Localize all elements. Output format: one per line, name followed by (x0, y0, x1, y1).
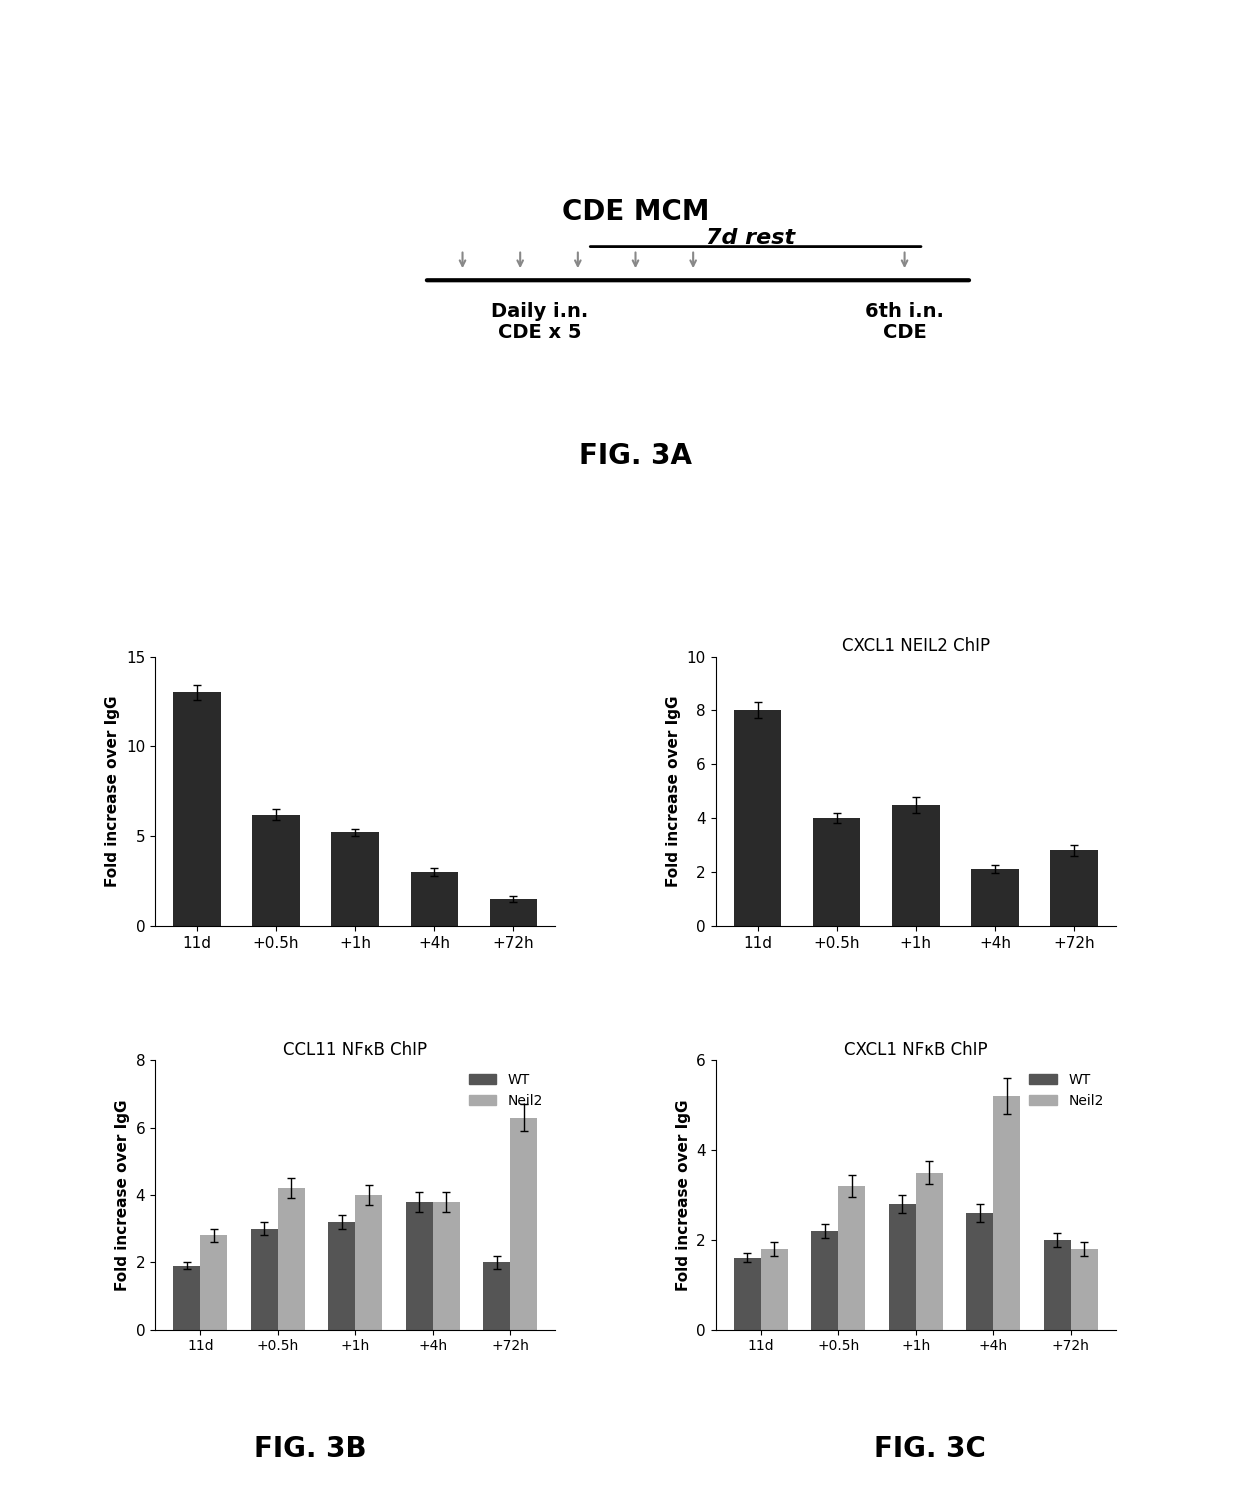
Bar (993, 1097, 1021, 1330)
Bar (510, 1118, 537, 1330)
Text: FIG. 3C: FIG. 3C (874, 1434, 986, 1463)
Y-axis label: Fold increase over IgG: Fold increase over IgG (115, 1100, 130, 1291)
Bar (250, 1228, 278, 1330)
Bar (405, 1201, 433, 1330)
Title: CXCL1 NFκB ChIP: CXCL1 NFκB ChIP (844, 1041, 987, 1059)
Bar (484, 1262, 510, 1330)
Bar (734, 1258, 761, 1330)
Bar (331, 832, 379, 926)
Text: FIG. 3A: FIG. 3A (579, 442, 692, 471)
Text: CDE: CDE (883, 323, 926, 342)
Bar (838, 1186, 866, 1330)
Bar (410, 872, 458, 926)
Bar (174, 1265, 201, 1330)
Legend: WT, Neil2: WT, Neil2 (1024, 1067, 1109, 1113)
Bar (889, 1204, 916, 1330)
Text: CDE MCM: CDE MCM (562, 197, 709, 226)
Bar (916, 1173, 942, 1330)
Bar (761, 1249, 787, 1330)
Bar (1050, 850, 1097, 926)
Bar (433, 1201, 460, 1330)
Bar (490, 899, 537, 926)
Bar (355, 1195, 382, 1330)
Text: Daily i.n.: Daily i.n. (491, 302, 588, 321)
Text: 7d rest: 7d rest (707, 229, 795, 248)
Bar (278, 1188, 305, 1330)
Bar (174, 692, 221, 926)
Bar (1070, 1249, 1097, 1330)
Y-axis label: Fold increase over IgG: Fold increase over IgG (676, 1100, 691, 1291)
Text: FIG. 3B: FIG. 3B (254, 1434, 366, 1463)
Bar (892, 805, 940, 926)
Bar (811, 1231, 838, 1330)
Bar (734, 711, 781, 926)
Bar (966, 1213, 993, 1330)
Legend: WT, Neil2: WT, Neil2 (463, 1067, 548, 1113)
Text: 6th i.n.: 6th i.n. (866, 302, 944, 321)
Bar (252, 814, 300, 926)
Bar (971, 870, 1019, 926)
Text: CDE x 5: CDE x 5 (497, 323, 582, 342)
Bar (813, 819, 861, 926)
Y-axis label: Fold increase over IgG: Fold increase over IgG (666, 695, 681, 887)
Y-axis label: Fold increase over IgG: Fold increase over IgG (105, 695, 120, 887)
Bar (201, 1236, 227, 1330)
Title: CCL11 NFκB ChIP: CCL11 NFκB ChIP (283, 1041, 428, 1059)
Title: CXCL1 NEIL2 ChIP: CXCL1 NEIL2 ChIP (842, 636, 990, 654)
Bar (1044, 1240, 1070, 1330)
Bar (329, 1222, 355, 1330)
